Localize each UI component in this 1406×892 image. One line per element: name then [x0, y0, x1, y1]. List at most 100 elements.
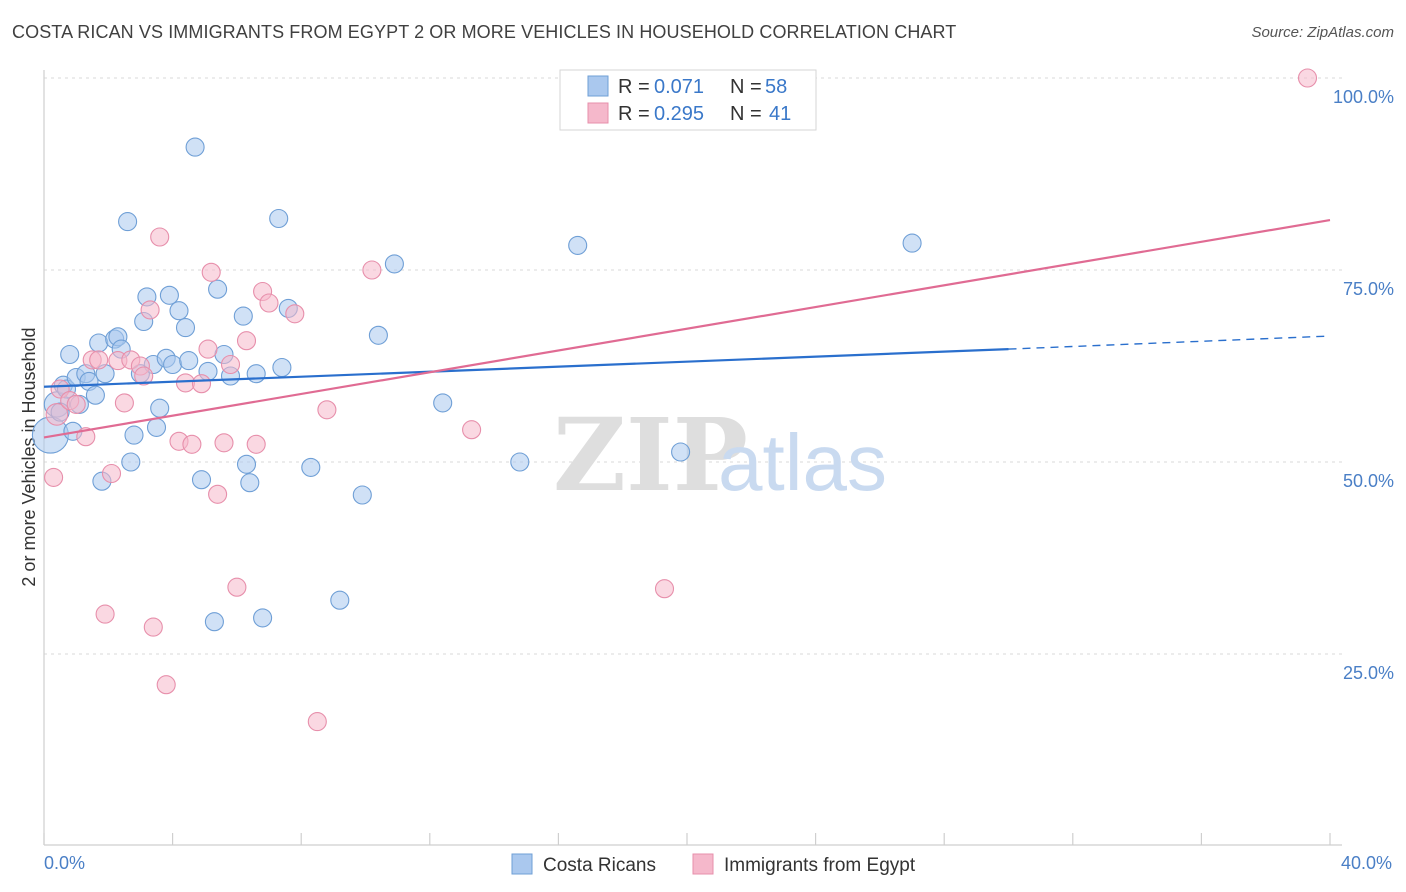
stats-legend: R = 0.071 N = 58 R = 0.295 N = 41	[559, 69, 817, 131]
egypt-point-7	[89, 350, 109, 370]
egypt-point-21	[182, 434, 202, 454]
costa-ricans-point-53	[433, 393, 453, 413]
egypt-point-15	[140, 300, 160, 320]
egypt-point-18	[156, 675, 176, 695]
egypt-point-26	[214, 433, 234, 453]
costa-ricans-point-37	[208, 279, 228, 299]
costa-ricans-point-46	[272, 357, 292, 378]
egypt-point-8	[95, 604, 115, 624]
costa-ricans-point-31	[175, 318, 196, 338]
y-tick-label-100: 100.0%	[1333, 87, 1394, 107]
series-immigrants-egypt	[44, 68, 1318, 732]
costa-ricans-point-18	[118, 212, 138, 232]
egypt-point-30	[246, 434, 266, 454]
y-axis-label: 2 or more Vehicles in Household	[19, 327, 39, 586]
series-costa-ricans	[31, 137, 922, 632]
costa-ricans-point-32	[179, 351, 199, 371]
costa-ricans-point-51	[368, 325, 388, 345]
y-tick-label-50: 50.0%	[1343, 471, 1394, 491]
legend-r-value-1: 0.071	[654, 76, 704, 98]
egypt-point-23	[198, 339, 218, 359]
costa-ricans-point-11	[85, 385, 105, 405]
costa-ricans-point-29	[163, 354, 183, 375]
egypt-point-17	[150, 227, 170, 247]
legend-swatch-pink	[587, 102, 609, 124]
egypt-point-20	[175, 373, 196, 393]
costa-ricans-point-28	[159, 285, 179, 305]
costa-ricans-point-12	[89, 333, 109, 353]
egypt-point-25	[208, 484, 228, 504]
egypt-point-27	[220, 354, 241, 375]
costa-ricans-point-20	[124, 425, 144, 445]
trend-line-costa-ricans	[43, 348, 1009, 388]
costa-ricans-point-19	[121, 452, 141, 472]
egypt-point-34	[307, 712, 327, 732]
costa-ricans-point-5	[60, 344, 80, 365]
watermark-zip: ZIP	[553, 396, 748, 514]
costa-ricans-point-41	[236, 454, 257, 474]
egypt-point-29	[236, 331, 257, 351]
costa-ricans-point-26	[150, 398, 170, 418]
bottom-legend-costa-ricans: Costa Ricans	[543, 855, 656, 876]
costa-ricans-point-48	[301, 457, 321, 477]
egypt-point-39	[1297, 68, 1318, 88]
egypt-point-14	[134, 366, 154, 386]
bottom-legend-immigrants-egypt: Immigrants from Egypt	[724, 855, 916, 876]
x-tick-label-max: 40.0%	[1341, 853, 1392, 873]
legend-n-value-2: 41	[769, 103, 791, 125]
trend-line-costa-ricans-extension	[1008, 335, 1331, 350]
costa-ricans-point-43	[246, 364, 266, 384]
costa-ricans-point-25	[146, 417, 167, 437]
egypt-point-11	[114, 393, 134, 413]
egypt-point-1	[45, 403, 69, 426]
costa-ricans-point-54	[510, 452, 530, 472]
trend-lines	[43, 218, 1331, 439]
costa-ricans-point-30	[169, 301, 189, 321]
chart-title: COSTA RICAN VS IMMIGRANTS FROM EGYPT 2 O…	[12, 22, 957, 42]
costa-ricans-point-45	[269, 208, 289, 229]
egypt-point-32	[259, 293, 279, 313]
costa-ricans-point-34	[191, 470, 212, 490]
egypt-point-36	[362, 260, 382, 280]
costa-ricans-point-55	[568, 235, 588, 255]
costa-ricans-point-56	[671, 442, 691, 462]
egypt-point-22	[191, 374, 212, 394]
legend-r-value-2: 0.295	[654, 103, 704, 125]
costa-ricans-point-52	[384, 254, 404, 274]
egypt-point-24	[201, 262, 221, 282]
costa-ricans-point-40	[233, 306, 253, 326]
egypt-point-38	[654, 579, 675, 599]
costa-ricans-point-57	[902, 233, 922, 253]
bottom-legend-swatch-blue	[511, 853, 533, 875]
costa-ricans-point-33	[185, 137, 205, 157]
legend-r-label-1: R =	[618, 76, 650, 98]
legend-n-label-2: N =	[730, 103, 762, 125]
costa-ricans-point-36	[204, 612, 224, 632]
y-tick-label-75: 75.0%	[1343, 279, 1394, 299]
x-tick-label-min: 0.0%	[44, 853, 85, 873]
egypt-point-4	[66, 394, 86, 414]
watermark-atlas: atlas	[718, 418, 887, 507]
trend-line-egypt	[43, 218, 1331, 439]
egypt-point-28	[227, 577, 247, 597]
legend-swatch-blue	[587, 75, 609, 97]
egypt-point-16	[143, 617, 163, 637]
egypt-point-9	[101, 463, 122, 484]
source-label: Source: ZipAtlas.com	[1251, 24, 1394, 41]
egypt-point-0	[44, 467, 64, 487]
x-tick-marks	[43, 833, 1331, 845]
costa-ricans-point-42	[240, 473, 260, 493]
legend-n-label-1: N =	[730, 76, 762, 98]
series-legend: Costa Ricans Immigrants from Egypt	[511, 853, 916, 876]
legend-r-label-2: R =	[618, 103, 650, 125]
bottom-legend-swatch-pink	[692, 853, 714, 875]
y-tick-label-25: 25.0%	[1343, 663, 1394, 683]
y-tick-labels: 25.0% 50.0% 75.0% 100.0%	[1333, 87, 1394, 683]
egypt-point-35	[317, 400, 337, 420]
costa-ricans-point-49	[330, 590, 350, 610]
egypt-point-33	[285, 304, 305, 324]
costa-ricans-point-44	[253, 608, 273, 628]
egypt-point-37	[462, 420, 482, 440]
costa-ricans-point-50	[352, 485, 372, 505]
